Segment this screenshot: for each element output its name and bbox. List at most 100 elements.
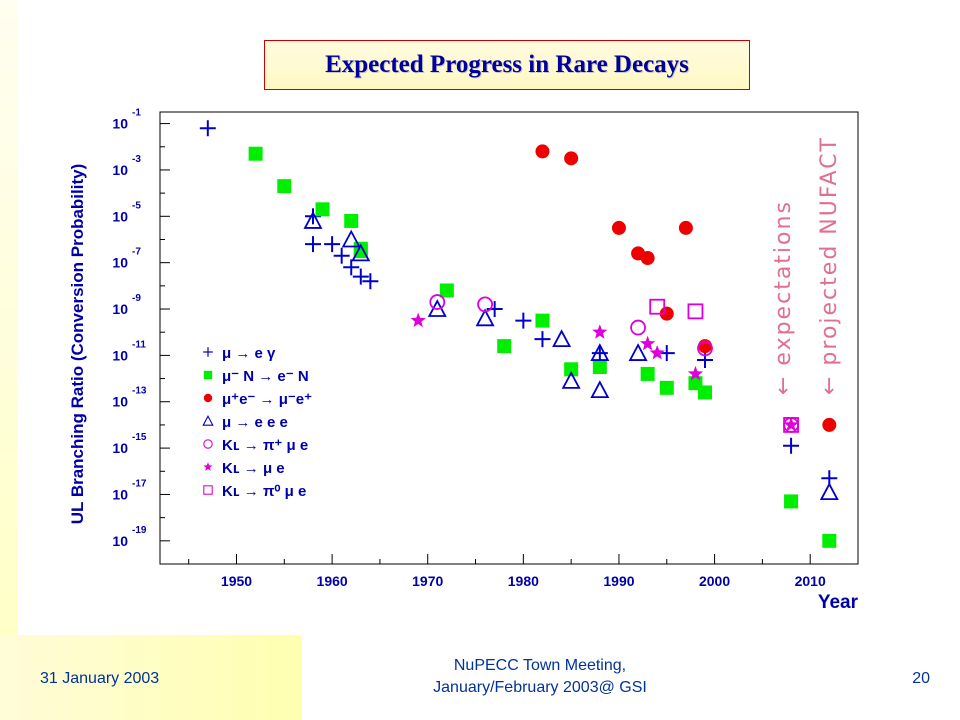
- data-point-square: [535, 313, 550, 328]
- data-point-plus: [324, 236, 341, 253]
- y-tick-exponent: -19: [132, 525, 147, 536]
- footer-center-line1: NuPECC Town Meeting,: [453, 657, 627, 674]
- legend-marker-star: [203, 462, 213, 471]
- legend-marker-plus: [203, 347, 213, 357]
- slide-title-box: Expected Progress in Rare Decays: [264, 40, 750, 90]
- data-point-circle: [564, 151, 579, 166]
- left-gradient-band: [0, 0, 18, 635]
- y-tick-label: 10: [112, 347, 128, 363]
- legend-label: Kʟ → π⁰ μ e: [222, 483, 306, 500]
- legend-label: μ → e e e: [222, 414, 288, 431]
- x-ticks: 1950 1960 1970 1980 1990 2000 2010: [188, 554, 859, 589]
- x-tick-label: 1970: [412, 573, 443, 589]
- plot-frame: [159, 111, 859, 565]
- data-point-triangle: [303, 211, 323, 229]
- y-tick-label: 10: [112, 394, 128, 410]
- data-point-triangle: [628, 343, 648, 361]
- data-point-square: [439, 283, 454, 298]
- legend-label: Kʟ → π⁺ μ e: [222, 437, 308, 454]
- data-point-triangle: [351, 243, 371, 262]
- data-point-square: [353, 244, 368, 259]
- y-tick-label: 10: [112, 486, 128, 502]
- data-point-ocircle: [477, 296, 493, 313]
- data-point-plus: [333, 247, 350, 264]
- x-tick-label: 1980: [508, 573, 539, 589]
- data-point-osquare: [783, 417, 799, 433]
- y-ticks: 10 -1 10 -3 10 -5 10 -7 10 -9 10 -11 10 -13 10 -15 10 -17…: [112, 108, 170, 565]
- x-tick-label: 2010: [795, 573, 826, 589]
- footer-date: 31 January 2003: [40, 670, 160, 687]
- data-point-square: [315, 202, 330, 217]
- data-point-circle: [822, 417, 837, 432]
- data-point-square: [659, 380, 674, 395]
- slide-title: Expected Progress in Rare Decays: [325, 51, 689, 78]
- data-point-circle: [535, 144, 550, 159]
- legend-label: μ⁺e⁻ → μ⁻e⁺: [222, 391, 312, 408]
- x-tick-label: 2000: [699, 573, 730, 589]
- data-point-triangle: [475, 308, 495, 327]
- y-tick-exponent: -1: [132, 108, 141, 119]
- data-point-triangle: [590, 380, 610, 399]
- y-tick-label: 10: [112, 255, 128, 271]
- y-tick-label: 10: [112, 440, 128, 456]
- data-point-circle: [640, 251, 655, 266]
- x-tick-label: 1990: [603, 573, 634, 589]
- annotation-expectations: ← expectations: [771, 200, 796, 395]
- data-point-square: [592, 359, 607, 374]
- footer-center-line2: January/February 2003@ GSI: [433, 679, 647, 696]
- legend-marker-ocircle: [203, 439, 213, 449]
- data-point-triangle: [552, 329, 572, 348]
- data-point-plus: [304, 236, 321, 253]
- y-tick-exponent: -13: [132, 386, 147, 397]
- data-point-square: [344, 213, 359, 228]
- data-points: [199, 120, 839, 548]
- y-tick-exponent: -9: [132, 293, 141, 304]
- data-point-star: [592, 324, 608, 339]
- data-point-plus: [515, 312, 532, 329]
- data-point-circle: [659, 306, 674, 321]
- data-point-plus: [199, 120, 216, 137]
- data-point-square: [564, 362, 579, 377]
- data-point-osquare: [687, 303, 704, 320]
- annotation-projected-nufact: ← projected NUFACT: [817, 136, 842, 395]
- data-point-circle: [678, 220, 693, 235]
- legend: μ → e γ μ⁻ N → e⁻ N μ⁺e⁻ → μ⁻e⁺ μ → e e e Kʟ…: [202, 345, 312, 500]
- y-tick-label: 10: [112, 208, 128, 224]
- data-point-triangle: [819, 482, 839, 501]
- data-point-ocircle: [429, 294, 446, 310]
- data-point-square: [248, 146, 263, 161]
- legend-marker-osquare: [203, 485, 213, 495]
- x-tick-label: 1950: [221, 573, 252, 589]
- data-point-square: [277, 179, 292, 194]
- legend-marker-square: [203, 370, 213, 380]
- data-point-square: [497, 339, 512, 354]
- data-point-star: [687, 365, 704, 381]
- x-axis-label: Year: [818, 592, 859, 613]
- data-point-triangle: [561, 370, 581, 389]
- y-tick-label: 10: [112, 162, 128, 178]
- y-tick-label: 10: [112, 301, 128, 317]
- data-point-plus: [534, 331, 551, 348]
- data-point-plus: [362, 273, 379, 290]
- y-tick-exponent: -15: [132, 432, 147, 443]
- data-point-square: [784, 494, 799, 509]
- data-point-plus: [591, 345, 608, 362]
- data-point-triangle: [590, 343, 610, 361]
- data-point-star: [640, 335, 656, 351]
- footer-page-number: 20: [912, 670, 930, 687]
- y-axis-label: UL Branching Ratio (Conversion Probabili…: [68, 164, 87, 525]
- data-point-star: [783, 416, 799, 432]
- legend-marker-triangle: [202, 415, 214, 426]
- data-point-plus: [352, 268, 369, 285]
- y-tick-exponent: -17: [132, 478, 147, 489]
- legend-label: μ⁻ N → e⁻ N: [222, 368, 309, 385]
- data-point-triangle: [341, 229, 361, 248]
- data-point-plus: [697, 352, 714, 369]
- legend-label: μ → e γ: [222, 345, 276, 362]
- data-point-square: [640, 366, 655, 381]
- data-point-star: [649, 345, 665, 360]
- data-point-plus: [343, 259, 360, 276]
- footer-gradient-band: [0, 635, 302, 720]
- y-tick-exponent: -5: [132, 200, 141, 211]
- footer-center: NuPECC Town Meeting, January/February 20…: [380, 655, 700, 699]
